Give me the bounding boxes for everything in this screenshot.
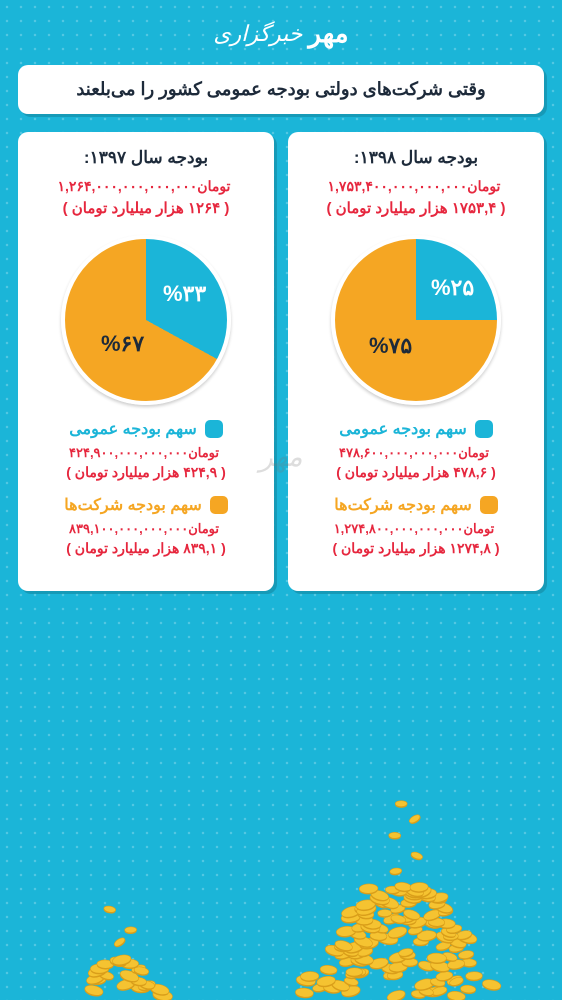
legend-public: سهم بودجه عمومی ۴۷۸,۶۰۰,۰۰۰,۰۰۰,۰۰۰تومان… (298, 419, 534, 481)
legend-companies: سهم بودجه شرکت‌ها ۸۳۹,۱۰۰,۰۰۰,۰۰۰,۰۰۰توم… (28, 495, 264, 557)
budget-panel-1: بودجه سال ۱۳۹۸: ۱,۷۵۳,۴۰۰,۰۰۰,۰۰۰,۰۰۰توم… (288, 132, 544, 591)
legend-billion-public: ( ۴۲۴,۹ هزار میلیارد تومان ) (28, 464, 264, 481)
panel-title: بودجه سال ۱۳۹۸: (298, 148, 534, 168)
legend-label-public: سهم بودجه عمومی (69, 419, 197, 439)
legend-label-companies: سهم بودجه شرکت‌ها (64, 495, 202, 515)
legend-value-companies: ۸۳۹,۱۰۰,۰۰۰,۰۰۰,۰۰۰تومان (28, 521, 264, 537)
pie-label-blue: %۲۵ (431, 275, 474, 301)
pie-label-blue: %۳۳ (163, 281, 206, 307)
swatch-blue (475, 420, 493, 438)
header: مهر خبرگزاری (0, 0, 562, 57)
legend: سهم بودجه عمومی ۴۷۸,۶۰۰,۰۰۰,۰۰۰,۰۰۰تومان… (298, 419, 534, 557)
panel-title: بودجه سال ۱۳۹۷: (28, 148, 264, 168)
legend-billion-companies: ( ۸۳۹,۱ هزار میلیارد تومان ) (28, 540, 264, 557)
pie-chart: %۳۳ %۶۷ (61, 235, 231, 405)
legend-billion-companies: ( ۱۲۷۴,۸ هزار میلیارد تومان ) (298, 540, 534, 557)
logo-glyph: مهر (308, 18, 348, 49)
pie-label-orange: %۷۵ (369, 333, 412, 359)
total-billion: ( ۱۷۵۳,۴ هزار میلیارد تومان ) (298, 199, 534, 217)
total-billion: ( ۱۲۶۴ هزار میلیارد تومان ) (28, 199, 264, 217)
logo: مهر خبرگزاری (213, 18, 348, 49)
total-amount: ۱,۲۶۴,۰۰۰,۰۰۰,۰۰۰,۰۰۰تومان (28, 178, 264, 195)
legend-public: سهم بودجه عمومی ۴۲۴,۹۰۰,۰۰۰,۰۰۰,۰۰۰تومان… (28, 419, 264, 481)
legend-value-public: ۴۷۸,۶۰۰,۰۰۰,۰۰۰,۰۰۰تومان (298, 445, 534, 461)
title-bar: وقتی شرکت‌های دولتی بودجه عمومی کشور را … (18, 65, 544, 114)
legend-billion-public: ( ۴۷۸,۶ هزار میلیارد تومان ) (298, 464, 534, 481)
coins-illustration (0, 800, 562, 1000)
swatch-blue (205, 420, 223, 438)
legend-label-public: سهم بودجه عمومی (339, 419, 467, 439)
budget-panel-0: بودجه سال ۱۳۹۷: ۱,۲۶۴,۰۰۰,۰۰۰,۰۰۰,۰۰۰توم… (18, 132, 274, 591)
legend-label-companies: سهم بودجه شرکت‌ها (334, 495, 472, 515)
logo-text: خبرگزاری (213, 21, 302, 47)
panels-row: بودجه سال ۱۳۹۷: ۱,۲۶۴,۰۰۰,۰۰۰,۰۰۰,۰۰۰توم… (0, 132, 562, 591)
swatch-orange (480, 496, 498, 514)
main-title: وقتی شرکت‌های دولتی بودجه عمومی کشور را … (28, 79, 534, 100)
swatch-orange (210, 496, 228, 514)
total-amount: ۱,۷۵۳,۴۰۰,۰۰۰,۰۰۰,۰۰۰تومان (298, 178, 534, 195)
pie-label-orange: %۶۷ (101, 331, 144, 357)
legend: سهم بودجه عمومی ۴۲۴,۹۰۰,۰۰۰,۰۰۰,۰۰۰تومان… (28, 419, 264, 557)
legend-value-public: ۴۲۴,۹۰۰,۰۰۰,۰۰۰,۰۰۰تومان (28, 445, 264, 461)
legend-value-companies: ۱,۲۷۴,۸۰۰,۰۰۰,۰۰۰,۰۰۰تومان (298, 521, 534, 537)
legend-companies: سهم بودجه شرکت‌ها ۱,۲۷۴,۸۰۰,۰۰۰,۰۰۰,۰۰۰ت… (298, 495, 534, 557)
pie-chart: %۲۵ %۷۵ (331, 235, 501, 405)
